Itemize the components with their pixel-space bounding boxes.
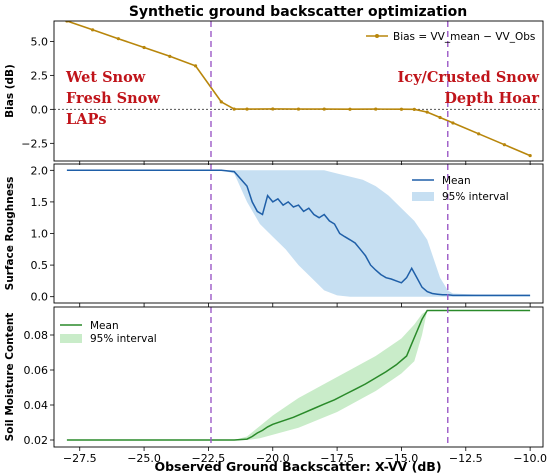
x-axis-label: Observed Ground Backscatter: X-VV (dB) xyxy=(154,459,441,474)
x-tick-label: −15.0 xyxy=(385,452,419,465)
y-tick-label: −2.5 xyxy=(21,137,48,150)
data-point xyxy=(399,107,404,111)
x-tick-label: −10.0 xyxy=(513,452,547,465)
y-tick-label: 0.0 xyxy=(31,291,49,304)
annotation-depth-hoar: Depth Hoar xyxy=(444,90,539,107)
data-point xyxy=(528,153,532,158)
x-tick-label: −22.5 xyxy=(192,452,226,465)
y-tick-label: 0.5 xyxy=(31,259,49,272)
data-point xyxy=(451,121,455,125)
series-line xyxy=(66,169,531,297)
data-point xyxy=(374,107,378,111)
data-point xyxy=(322,107,326,111)
x-tick-label: −20.0 xyxy=(256,452,290,465)
legend-label: Mean xyxy=(442,175,471,187)
x-tick-label: −12.5 xyxy=(449,452,483,465)
data-point xyxy=(438,115,442,120)
data-point xyxy=(232,107,236,111)
y-tick-label: 5.0 xyxy=(31,35,49,48)
y-tick-label: 0.08 xyxy=(24,329,49,342)
panel-2: 0.0 0.5 1.0 1.5 2.0 Surface Roughness Mean 95% … xyxy=(4,163,544,307)
data-point xyxy=(296,107,301,111)
data-point xyxy=(168,54,172,58)
panel-3: 0.02 0.04 0.06 0.08 −27.5 −25.0 −22.5 −20.0 −17.… xyxy=(4,306,547,465)
plot-area xyxy=(54,21,543,161)
annotation-wet-snow: Wet Snow xyxy=(65,69,146,86)
legend-patch xyxy=(60,334,82,343)
data-point xyxy=(348,107,352,111)
plot-area xyxy=(66,164,531,303)
legend-label: Bias = VV_mean − VV_Obs xyxy=(393,31,535,43)
axes-frame xyxy=(53,306,544,448)
legend-label: Mean xyxy=(90,320,119,332)
y-tick-label: 2.5 xyxy=(31,69,49,82)
axes-frame xyxy=(53,20,544,162)
data-point xyxy=(193,64,198,68)
x-tick-label: −27.5 xyxy=(63,452,97,465)
y-axis-label: Bias (dB) xyxy=(4,64,16,118)
y-axis-label: Soil Moisture Content xyxy=(4,313,16,442)
data-point xyxy=(245,107,249,111)
x-tick-label: −17.5 xyxy=(320,452,354,465)
legend: Mean 95% interval xyxy=(412,175,509,203)
data-point xyxy=(219,100,223,104)
chart-title: Synthetic ground backscatter optimizatio… xyxy=(129,4,467,20)
y-tick-label: 0.02 xyxy=(24,434,49,447)
y-tick-label: 1.0 xyxy=(31,228,49,241)
data-point xyxy=(425,110,429,114)
data-point xyxy=(477,132,481,136)
series-line xyxy=(66,21,531,157)
annotation-fresh-snow: Fresh Snow xyxy=(66,90,160,107)
y-tick-label: 0.06 xyxy=(24,364,49,377)
annotation-icy-crusted-snow: Icy/Crusted Snow xyxy=(398,69,540,86)
interval-band xyxy=(66,310,531,440)
y-tick-label: 1.5 xyxy=(31,196,49,209)
y-tick-label: 0.0 xyxy=(31,103,49,116)
legend-marker xyxy=(375,34,379,38)
data-point xyxy=(412,107,416,111)
annotation-laps: LAPs xyxy=(66,111,107,128)
data-point xyxy=(271,107,275,111)
y-axis-label: Surface Roughness xyxy=(4,177,16,291)
legend-label: 95% interval xyxy=(442,191,509,203)
legend: Bias = VV_mean − VV_Obs xyxy=(366,31,535,43)
data-point xyxy=(116,37,120,41)
series-line xyxy=(66,309,531,441)
y-tick-label: 2.0 xyxy=(31,164,49,177)
y-tick-label: 0.04 xyxy=(24,399,49,412)
x-tick-label: −25.0 xyxy=(127,452,161,465)
data-point xyxy=(91,28,95,32)
legend-label: 95% interval xyxy=(90,333,157,345)
data-point xyxy=(502,143,506,147)
interval-band xyxy=(66,170,531,297)
data-point xyxy=(142,45,146,50)
legend-patch xyxy=(412,192,434,201)
plot-area xyxy=(66,307,531,447)
panel-1: −2.5 0.0 2.5 5.0 Bias (dB) Bias = VV_mean − V… xyxy=(4,20,544,165)
